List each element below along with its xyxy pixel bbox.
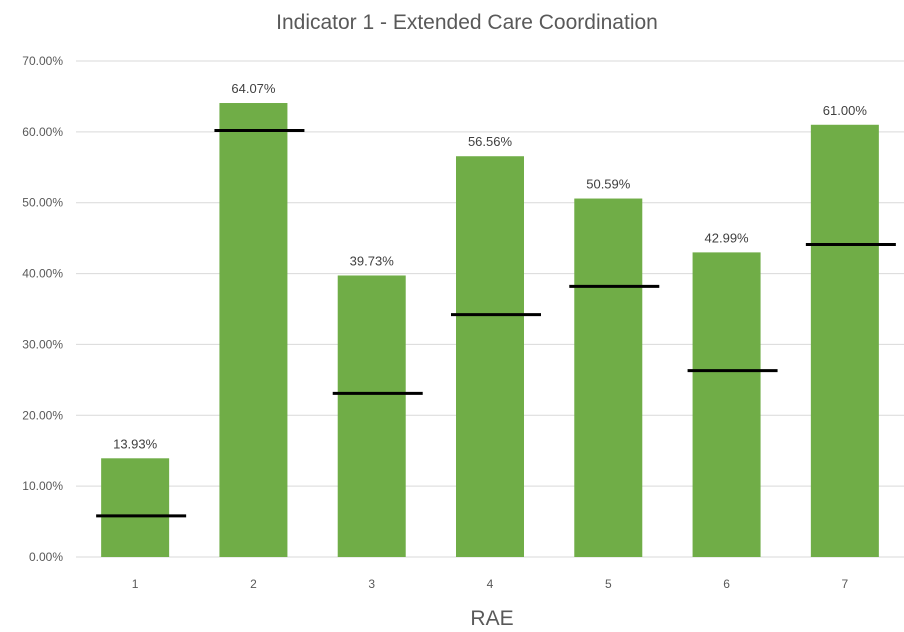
data-label: 13.93%	[113, 436, 158, 451]
x-axis-label: RAE	[470, 607, 513, 630]
bar	[692, 252, 761, 558]
x-tick-label: 1	[132, 577, 139, 591]
x-tick-label: 4	[487, 577, 494, 591]
bar	[456, 156, 524, 557]
y-tick-label: 40.00%	[22, 267, 63, 281]
x-tick-labels: 1 2 3 4 5 6 7	[132, 577, 849, 591]
bar	[574, 198, 643, 558]
data-labels: 13.93% 64.07% 39.73% 56.56% 50.59% 42.99% 61.0…	[113, 81, 867, 451]
y-tick-labels: 0.00% 10.00% 20.00% 30.00% 40.00% 50.00% 60.00…	[22, 54, 63, 564]
data-label: 61.00%	[823, 103, 868, 118]
y-tick-label: 10.00%	[22, 479, 63, 493]
x-tick-label: 3	[368, 577, 375, 591]
goal-markers	[96, 128, 896, 518]
y-tick-label: 70.00%	[22, 54, 63, 68]
bar	[219, 103, 288, 558]
bar	[810, 124, 879, 558]
bars	[101, 103, 879, 558]
x-tick-label: 5	[605, 577, 612, 591]
y-tick-label: 30.00%	[22, 337, 63, 351]
data-label: 42.99%	[705, 230, 750, 245]
bar	[101, 458, 170, 557]
data-label: 64.07%	[231, 81, 276, 96]
data-label: 56.56%	[468, 134, 513, 149]
y-tick-label: 0.00%	[29, 550, 63, 564]
y-tick-label: 20.00%	[22, 408, 63, 422]
data-label: 39.73%	[350, 253, 395, 268]
data-label: 50.59%	[586, 177, 631, 192]
y-tick-label: 50.00%	[22, 196, 63, 210]
y-tick-label: 60.00%	[22, 125, 63, 139]
x-tick-label: 2	[250, 577, 257, 591]
x-tick-label: 7	[842, 577, 849, 591]
chart-title: Indicator 1 - Extended Care Coordination	[276, 11, 658, 34]
bar	[337, 275, 406, 557]
x-tick-label: 6	[723, 577, 730, 591]
